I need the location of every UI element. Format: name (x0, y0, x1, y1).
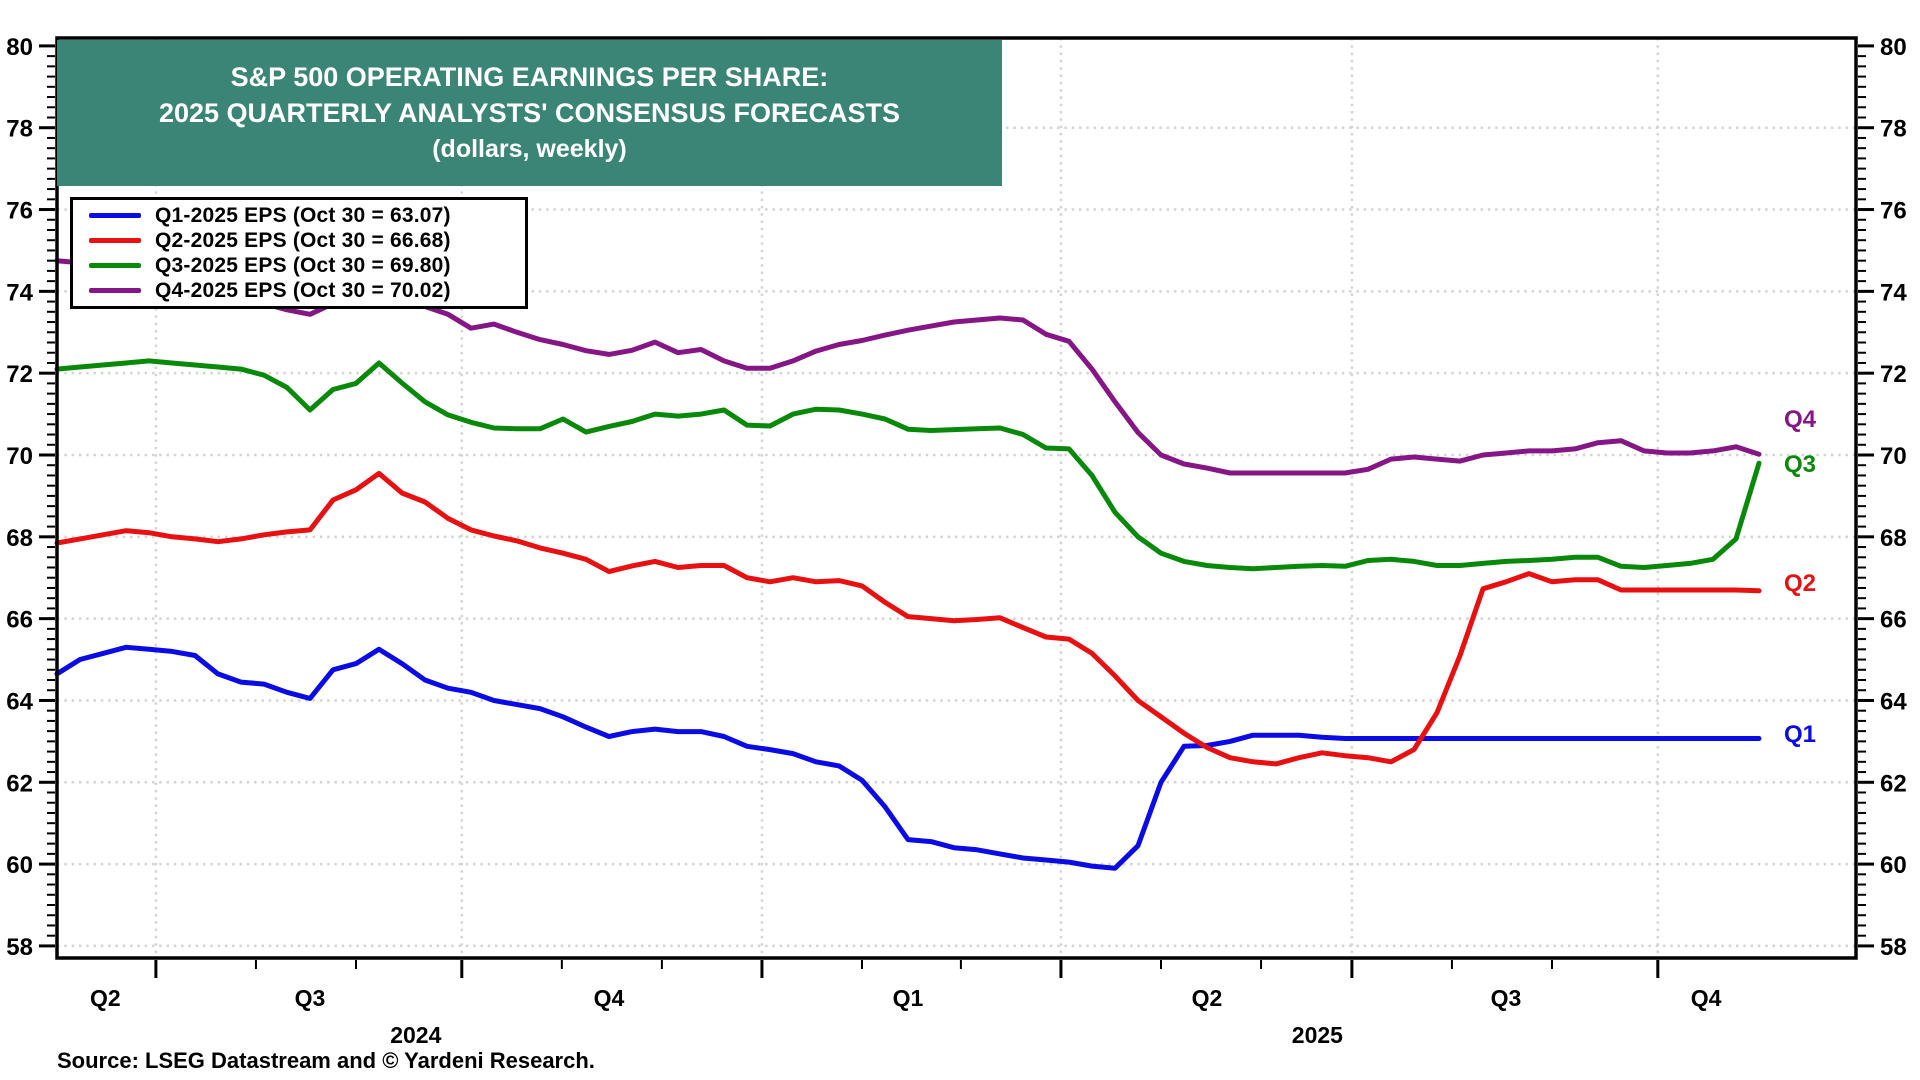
legend-swatch-q1 (89, 213, 141, 218)
y-axis-label-left-60: 60 (6, 852, 33, 879)
y-axis-label-left-76: 76 (6, 198, 33, 225)
y-axis-label-left-72: 72 (6, 361, 33, 388)
y-axis-label-left-74: 74 (6, 279, 33, 306)
x-axis-quarter-label-4: Q2 (1191, 985, 1223, 1011)
plot-border (55, 36, 1858, 960)
legend-label-q1: Q1-2025 EPS (Oct 30 = 63.07) (155, 203, 451, 227)
series-end-label-q1: Q1 (1784, 721, 1817, 749)
series-line-q2 (54, 470, 1762, 767)
legend-item-q2: Q2-2025 EPS (Oct 30 = 66.68) (73, 228, 525, 253)
y-axis-label-left-62: 62 (6, 770, 33, 797)
x-axis-year-label-0: 2024 (390, 1022, 442, 1048)
legend-item-q4: Q4-2025 EPS (Oct 30 = 70.02) (73, 278, 525, 303)
y-axis-label-left-80: 80 (6, 34, 33, 61)
series-end-label-q4: Q4 (1784, 406, 1817, 434)
chart-title-line2: 2025 QUARTERLY ANALYSTS' CONSENSUS FOREC… (158, 98, 901, 128)
y-axis-label-right-70: 70 (1880, 443, 1907, 470)
x-axis-year-label-1: 2025 (1291, 1022, 1343, 1048)
legend-item-q1: Q1-2025 EPS (Oct 30 = 63.07) (73, 203, 525, 228)
legend-label-q3: Q3-2025 EPS (Oct 30 = 69.80) (155, 253, 451, 277)
y-axis-label-left-58: 58 (6, 934, 33, 961)
x-axis-quarter-label-0: Q2 (89, 985, 121, 1011)
y-axis-label-right-74: 74 (1880, 279, 1907, 306)
source-text: Source: LSEG Datastream and © Yardeni Re… (57, 1048, 595, 1073)
y-axis-label-left-70: 70 (6, 443, 33, 470)
x-axis-quarter-label-5: Q3 (1490, 985, 1522, 1011)
legend: Q1-2025 EPS (Oct 30 = 63.07) Q2-2025 EPS … (70, 197, 528, 309)
y-axis-label-right-76: 76 (1880, 198, 1907, 225)
y-axis-label-right-78: 78 (1880, 116, 1907, 143)
y-axis-label-right-80: 80 (1880, 34, 1907, 61)
y-axis-label-right-68: 68 (1880, 525, 1907, 552)
y-axis-label-left-64: 64 (6, 688, 33, 715)
legend-label-q2: Q2-2025 EPS (Oct 30 = 66.68) (155, 228, 451, 252)
series-line-q3 (54, 358, 1762, 572)
legend-swatch-q2 (89, 238, 141, 243)
y-axis-label-left-66: 66 (6, 607, 33, 634)
series-end-label-q3: Q3 (1784, 451, 1817, 479)
series-end-label-q2: Q2 (1784, 569, 1817, 597)
y-axis-label-left-68: 68 (6, 525, 33, 552)
x-axis-quarter-label-2: Q4 (593, 985, 625, 1011)
y-axis-label-right-58: 58 (1880, 934, 1907, 961)
y-axis-label-right-66: 66 (1880, 607, 1907, 634)
y-axis-label-right-64: 64 (1880, 688, 1907, 715)
chart-title-line1: S&P 500 OPERATING EARNINGS PER SHARE: (230, 62, 829, 92)
legend-swatch-q4 (89, 288, 141, 293)
legend-label-q4: Q4-2025 EPS (Oct 30 = 70.02) (155, 278, 451, 302)
x-axis-quarter-label-1: Q3 (294, 985, 326, 1011)
y-axis-label-right-60: 60 (1880, 852, 1907, 879)
y-axis-label-left-78: 78 (6, 116, 33, 143)
legend-swatch-q3 (89, 263, 141, 268)
x-axis-quarter-label-6: Q4 (1690, 985, 1722, 1011)
legend-item-q3: Q3-2025 EPS (Oct 30 = 69.80) (73, 253, 525, 278)
y-axis-label-right-72: 72 (1880, 361, 1907, 388)
y-axis-label-right-62: 62 (1880, 770, 1907, 797)
chart-title-box: S&P 500 OPERATING EARNINGS PER SHARE: 20… (57, 40, 1002, 186)
series-line-q1 (54, 644, 1762, 871)
chart-title-line3: (dollars, weekly) (432, 135, 627, 163)
x-axis-quarter-label-3: Q1 (892, 985, 924, 1011)
